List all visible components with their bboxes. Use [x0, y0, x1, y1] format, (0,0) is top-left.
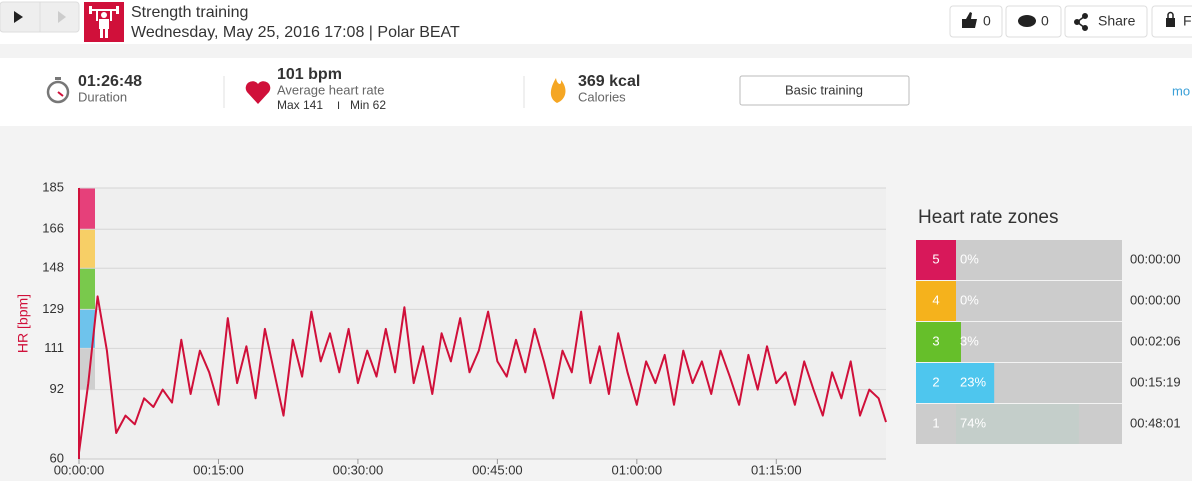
zone-percent: 0%: [960, 292, 979, 307]
training-benefit-button[interactable]: [739, 75, 910, 106]
like-count: 0: [983, 13, 991, 29]
zone-band: [80, 268, 95, 310]
zone-number-box: [916, 322, 956, 362]
zone-duration: 00:00:00: [1130, 292, 1181, 307]
zone-number-box: [916, 281, 956, 321]
zone-number: 4: [932, 292, 939, 307]
lock-shackle: [1167, 11, 1174, 18]
extra-label: F: [1183, 13, 1192, 29]
y-axis-label: HR [bpm]: [15, 294, 31, 353]
training-benefit-label: Basic training: [785, 82, 863, 97]
x-tick-label: 00:45:00: [472, 462, 523, 477]
zone-bar: [956, 322, 961, 362]
sport-title: Strength training: [131, 4, 248, 21]
zone-number: 5: [932, 251, 939, 266]
zone-percent: 74%: [960, 415, 986, 430]
heart-icon: [245, 81, 271, 104]
summary-band: [0, 58, 1192, 126]
share-label: Share: [1098, 13, 1136, 29]
hr-chart: 60 92 111 129 148 166 185 00:00:00 00:15:00 00:30…: [15, 179, 887, 477]
heart-rate-label: Average heart rate: [277, 82, 384, 97]
x-tick-label: 01:15:00: [751, 462, 802, 477]
x-tick-label: 00:00:00: [54, 462, 105, 477]
zone-number: 1: [932, 415, 939, 430]
x-tick-label: 01:00:00: [612, 462, 663, 477]
zone-duration: 00:48:01: [1130, 415, 1181, 430]
zone-bar-bg: [956, 281, 1122, 321]
zones-title: Heart rate zones: [918, 207, 1058, 228]
like-icon: [962, 12, 977, 28]
zone-number: 3: [932, 333, 939, 348]
session-subtitle: Wednesday, May 25, 2016 17:08 | Polar BE…: [131, 24, 460, 41]
heart-rate-min: Min 62: [350, 98, 386, 112]
zone-number-box: [916, 404, 956, 444]
stopwatch-hand: [57, 91, 64, 97]
zone-bar: [956, 404, 1079, 444]
y-tick-label: 129: [42, 301, 64, 316]
sport-icon-figure: [89, 6, 119, 38]
x-tick-label: 00:15:00: [193, 462, 244, 477]
zone-band: [80, 188, 95, 230]
x-tick-label: 00:30:00: [333, 462, 384, 477]
zone-bar-bg: [956, 322, 1122, 362]
y-tick-label: 166: [42, 221, 64, 236]
forward-arrow: [58, 11, 66, 23]
y-tick-label: 60: [50, 450, 64, 465]
stopwatch-icon: [46, 80, 70, 104]
heart-rate-separator: I: [337, 100, 340, 112]
flame-icon: [550, 78, 566, 103]
hr-line: [78, 295, 887, 453]
zone-bar: [956, 363, 995, 403]
heart-rate-max: Max 141: [277, 98, 323, 112]
calories-label: Calories: [578, 89, 626, 104]
zone-number-box: [916, 363, 956, 403]
y-tick-label: 185: [42, 179, 64, 194]
y-tick-label: 111: [44, 340, 64, 355]
zone-duration: 00:00:00: [1130, 251, 1181, 266]
zone-percent: 0%: [960, 251, 979, 266]
lock-icon: [1166, 18, 1175, 27]
zone-percent: 23%: [960, 374, 986, 389]
duration-value: 01:26:48: [78, 73, 142, 90]
zone-number: 2: [932, 374, 939, 389]
zone-number-box: [916, 240, 956, 280]
zone-bar-bg: [956, 240, 1122, 280]
back-arrow: [14, 11, 23, 23]
zone-percent: 3%: [960, 333, 979, 348]
y-tick-label: 92: [50, 381, 64, 396]
duration-label: Duration: [78, 89, 127, 104]
share-icon: [1074, 13, 1088, 31]
heart-rate-value: 101 bpm: [277, 66, 342, 83]
calories-value: 369 kcal: [578, 73, 640, 90]
zone-band: [80, 309, 95, 349]
zone-band: [80, 229, 95, 269]
y-tick-label: 148: [42, 260, 64, 275]
zone-duration: 00:15:19: [1130, 374, 1181, 389]
comment-count: 0: [1041, 13, 1049, 29]
stopwatch-top: [55, 77, 61, 80]
more-link[interactable]: mo: [1172, 83, 1190, 98]
comment-icon: [1018, 15, 1036, 27]
plot-area: [79, 188, 886, 459]
zone-duration: 00:02:06: [1130, 333, 1181, 348]
zones-list: 5 0% 00:00:00 4 0% 00:00:00 3 3% 00:02:06 2 23% 00:…: [916, 240, 1181, 444]
